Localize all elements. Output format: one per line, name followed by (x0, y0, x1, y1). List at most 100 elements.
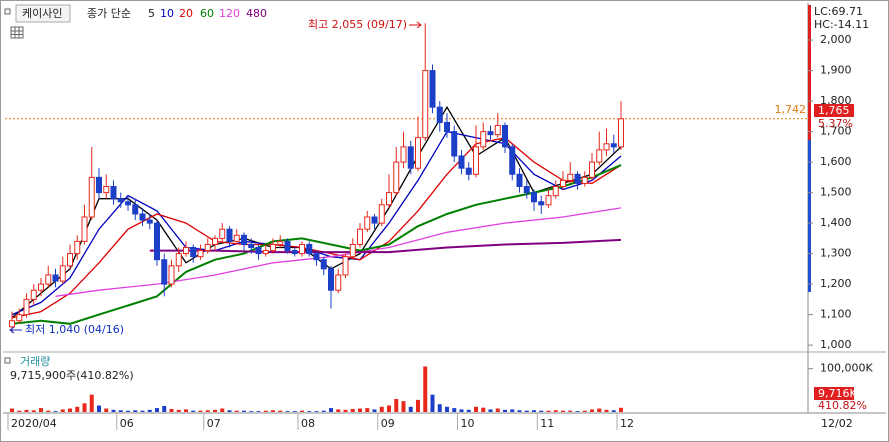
candle-body (560, 179, 566, 187)
volume-bar (481, 407, 486, 412)
volume-bar (169, 408, 174, 412)
candle-body (204, 243, 211, 252)
volume-bar (394, 399, 399, 412)
candle-body (291, 250, 298, 255)
candle-body (545, 195, 552, 206)
volume-bar (198, 410, 203, 412)
candle-body (23, 298, 30, 316)
y-tick-label: 1,200 (820, 277, 852, 290)
candle-body (436, 106, 443, 123)
volume-bar (60, 409, 65, 412)
volume-bar (532, 410, 536, 412)
candle-body (226, 228, 233, 242)
x-tick-label: 07 (207, 417, 221, 430)
candle-body (139, 213, 146, 221)
candle-body (30, 289, 37, 300)
volume-bar (452, 408, 457, 412)
candle-body (386, 192, 392, 206)
legend-entry: 120 (219, 7, 240, 20)
candle-body (212, 237, 218, 245)
volume-box-label: 9,716K (818, 387, 857, 400)
volume-bar (445, 406, 449, 412)
volume-bar (104, 408, 109, 412)
candle-body (270, 243, 276, 252)
volume-bar (524, 410, 529, 412)
y-tick-label: 1,900 (820, 64, 852, 77)
volume-bar (68, 408, 72, 412)
annotation-arrow (9, 326, 22, 334)
candle-body (589, 161, 595, 178)
volume-bar (176, 409, 181, 412)
price-box (814, 104, 854, 117)
y-tick-label: 1,800 (820, 94, 852, 107)
volume-bar (39, 408, 43, 412)
candle-body (581, 176, 588, 184)
volume-bar (488, 409, 493, 412)
volume-bar (155, 408, 159, 412)
grid-icon[interactable] (10, 26, 24, 39)
candle-body (371, 216, 378, 224)
candle-body (255, 247, 262, 255)
candle-body (378, 204, 385, 224)
volume-bar (459, 409, 464, 412)
candle-body (146, 219, 153, 224)
volume-bar (10, 408, 14, 412)
volume-bar (568, 410, 573, 412)
volume-bar (387, 405, 391, 412)
volume-bar (227, 410, 232, 412)
legend-title: 종가 단순 (87, 7, 131, 20)
candle-body (407, 146, 414, 169)
volume-box (814, 387, 854, 400)
candle-body (574, 173, 581, 184)
volume-bar (53, 411, 58, 412)
candle-body (444, 121, 450, 133)
candle-body (465, 167, 472, 175)
candle-body (328, 268, 334, 291)
x-tick-label: 10 (461, 417, 475, 430)
volume-bar (379, 406, 384, 412)
panel-icon (4, 357, 11, 364)
x-tick-label: 06 (120, 417, 134, 430)
volume-bar (408, 406, 413, 412)
indicator-lc: LC:69.71 (814, 5, 863, 18)
volume-bar (590, 409, 594, 412)
candle-body (610, 143, 617, 148)
candle-body (393, 161, 400, 194)
candle-body (335, 274, 342, 291)
volume-bar (474, 406, 478, 412)
y-tick-label: 2,000 (820, 33, 852, 46)
x-tick-label: 08 (301, 417, 315, 430)
volume-bar (503, 409, 507, 412)
candle-body (523, 185, 530, 194)
candle-body (96, 176, 102, 194)
candle-body (552, 185, 559, 197)
x-tick-label: 09 (381, 417, 395, 430)
stock-name[interactable]: 케이사인 (22, 7, 62, 20)
legend-entry: 20 (179, 7, 193, 20)
volume-bar (118, 410, 123, 412)
volume-bar (430, 394, 435, 412)
volume-bar (321, 410, 326, 412)
candle-body (241, 234, 247, 245)
candle-body (509, 146, 516, 175)
volume-bar (82, 403, 87, 412)
volume-bar (292, 411, 297, 412)
candle-body (502, 124, 508, 148)
stock-button[interactable] (15, 4, 71, 23)
y-tick-label: 1,500 (820, 186, 852, 199)
grid-icon-lines (11, 27, 23, 38)
volume-bar (437, 404, 442, 412)
volume-bar (307, 411, 312, 412)
volume-bar (372, 409, 377, 412)
volume-bar (285, 411, 290, 412)
volume-bar (249, 411, 254, 412)
volume-bar (423, 366, 428, 412)
candle-body (52, 274, 59, 282)
candle-body (183, 247, 189, 255)
moving-average (149, 238, 622, 254)
candle-body (429, 70, 436, 108)
candle-body (81, 216, 88, 242)
candle-body (74, 240, 81, 255)
candle-body (494, 124, 501, 136)
